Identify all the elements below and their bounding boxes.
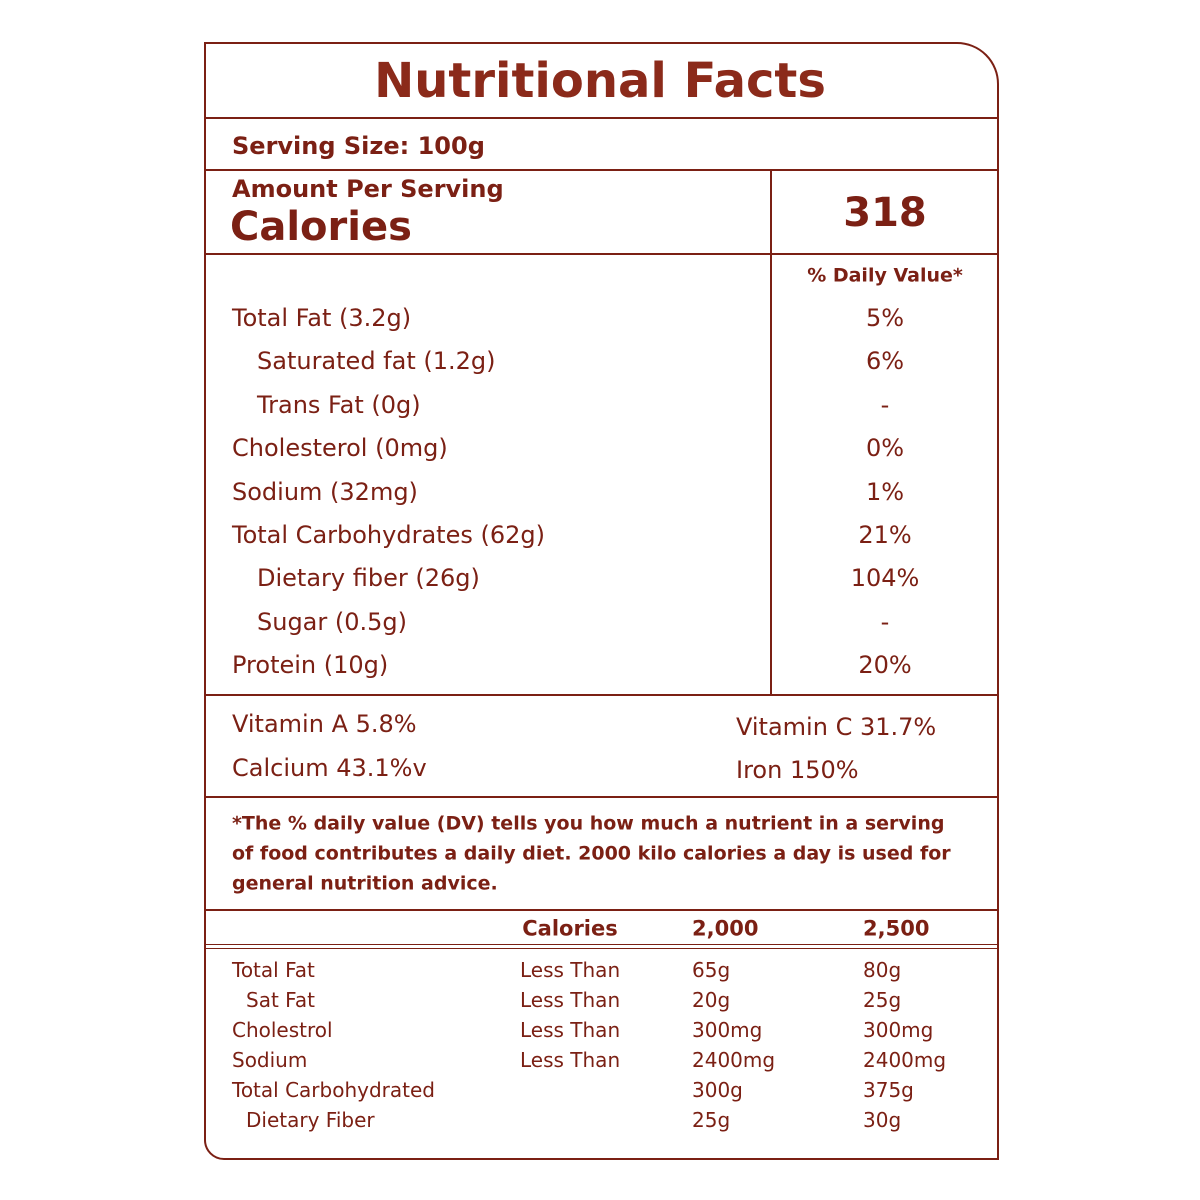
table-cell: 375g: [863, 1078, 914, 1102]
table-cell: 25g: [692, 1108, 731, 1132]
dv-header: % Daily Value*: [807, 264, 963, 287]
divider: [204, 169, 997, 171]
divider: [204, 117, 997, 119]
nutrient-dv: 1%: [865, 477, 905, 506]
vitamin: Vitamin C 31.7%: [736, 713, 937, 741]
divider: [204, 948, 997, 949]
table-header: 2,000: [692, 916, 759, 941]
divider: [204, 796, 997, 798]
nutrient-label: Trans Fat (0g): [257, 390, 421, 419]
table-cell: 2400mg: [692, 1048, 776, 1072]
nutrient-dv: -: [880, 607, 890, 636]
table-cell: Sodium: [232, 1048, 308, 1072]
serving-size: Serving Size: 100g: [232, 132, 485, 160]
table-header: 2,500: [863, 916, 930, 941]
footnote: general nutrition advice.: [232, 872, 498, 895]
table-cell: 20g: [692, 988, 731, 1012]
vitamin: Iron 150%: [736, 756, 859, 784]
footnote: *The % daily value (DV) tells you how mu…: [232, 812, 945, 835]
table-cell: Total Carbohydrated: [232, 1078, 435, 1102]
table-cell: 80g: [863, 958, 902, 982]
column-divider: [770, 170, 772, 695]
table-cell: 65g: [692, 958, 731, 982]
divider: [204, 909, 997, 911]
table-cell: 25g: [863, 988, 902, 1012]
vitamin: Calcium 43.1%v: [232, 754, 427, 782]
divider: [204, 253, 997, 255]
divider: [204, 694, 997, 696]
nutrient-dv: -: [880, 390, 890, 419]
table-cell: Total Fat: [232, 958, 315, 982]
table-cell: Dietary Fiber: [246, 1108, 375, 1132]
calories-value: 318: [843, 190, 927, 236]
table-cell: Less Than: [520, 1048, 621, 1072]
nutrient-dv: 5%: [865, 304, 905, 332]
nutrient-label: Dietary fiber (26g): [257, 564, 480, 593]
table-cell: Cholestrol: [232, 1018, 333, 1042]
divider: [204, 944, 997, 945]
calories-label: Calories: [230, 204, 412, 250]
nutrient-dv: 6%: [865, 347, 905, 376]
table-cell: Less Than: [520, 958, 621, 982]
nutrient-label: Saturated fat (1.2g): [257, 347, 496, 376]
label-frame: [204, 42, 999, 1160]
nutrient-label: Sodium (32mg): [232, 477, 418, 506]
table-cell: 2400mg: [863, 1048, 947, 1072]
table-cell: 300mg: [863, 1018, 934, 1042]
table-cell: 300g: [692, 1078, 743, 1102]
nutrient-label: Sugar (0.5g): [257, 607, 408, 636]
nutrient-label: Total Carbohydrates (62g): [232, 521, 545, 549]
footnote: of food contributes a daily diet. 2000 k…: [232, 842, 951, 865]
table-cell: 30g: [863, 1108, 902, 1132]
table-cell: Less Than: [520, 1018, 621, 1042]
nutrient-label: Total Fat (3.2g): [232, 304, 412, 332]
vitamin: Vitamin A 5.8%: [232, 710, 417, 738]
nutrient-dv: 20%: [858, 651, 912, 680]
nutrient-dv: 104%: [850, 564, 920, 593]
nutrient-dv: 0%: [865, 434, 905, 463]
table-cell: Sat Fat: [246, 988, 315, 1012]
table-header: Calories: [522, 916, 618, 941]
nutrient-label: Cholesterol (0mg): [232, 434, 448, 463]
table-cell: Less Than: [520, 988, 621, 1012]
nutrient-dv: 21%: [858, 521, 912, 549]
nutrient-label: Protein (10g): [232, 651, 389, 680]
title: Nutritional Facts: [374, 53, 826, 109]
amount-per-serving: Amount Per Serving: [232, 175, 504, 203]
table-cell: 300mg: [692, 1018, 763, 1042]
